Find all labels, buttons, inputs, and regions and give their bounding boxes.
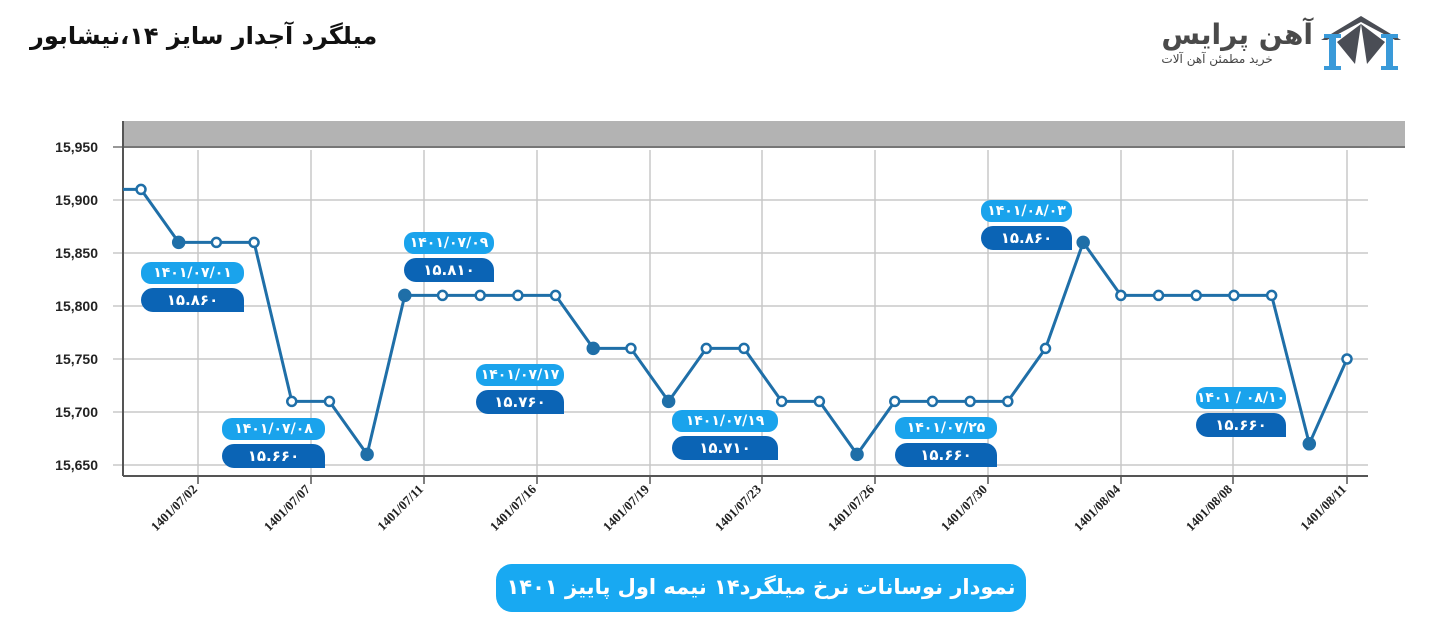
- data-point[interactable]: [512, 289, 524, 302]
- data-point[interactable]: [625, 342, 637, 355]
- data-point[interactable]: [286, 395, 298, 408]
- data-point[interactable]: [775, 395, 788, 408]
- x-tick-label: 1401/07/26: [825, 481, 878, 534]
- x-tick-label: 1401/07/23: [712, 481, 765, 534]
- annotation-value-label: ۱۵.۸۶۰: [141, 288, 244, 312]
- x-tick-label: 1401/07/30: [938, 482, 990, 534]
- logo-text: آهن پرایس خرید مطمئن آهن آلات: [1161, 19, 1313, 67]
- data-point[interactable]: [1002, 395, 1014, 408]
- logo-name: آهن پرایس: [1161, 18, 1313, 51]
- x-tick-label: 1401/08/08: [1183, 481, 1236, 534]
- data-point[interactable]: [135, 183, 147, 196]
- x-tick-label: 1401/07/07: [261, 481, 314, 534]
- y-tick-label: 15,700: [55, 404, 98, 420]
- building-logo-icon: [1321, 16, 1401, 70]
- x-tick-label: 1401/07/16: [487, 481, 540, 534]
- y-tick-label: 15,800: [55, 298, 98, 314]
- data-point[interactable]: [210, 236, 223, 249]
- x-tick-label: 1401/07/11: [374, 482, 426, 534]
- data-point[interactable]: [1228, 289, 1240, 302]
- x-tick-label: 1401/08/04: [1071, 481, 1124, 534]
- annotation-value-label: ۱۵.۷۶۰: [476, 390, 564, 414]
- data-point[interactable]: [1076, 235, 1090, 250]
- page-title: میلگرد آجدار سایز ۱۴،نیشابور: [30, 22, 378, 50]
- annotation-date-label: ۱۴۰۱/۰۷/۰۹: [404, 232, 494, 254]
- annotation-date-label: ۱۴۰۱/۰۷/۰۱: [141, 262, 244, 284]
- data-point[interactable]: [248, 236, 260, 249]
- chart-caption-banner: نمودار نوسانات نرخ میلگرد۱۴ نیمه اول پای…: [496, 564, 1026, 612]
- data-point[interactable]: [889, 395, 901, 408]
- annotation-date-label: ۱۴۰۱/۰۸/۰۳: [981, 200, 1072, 222]
- annotation-date-label: ۱۴۰۱/۰۷/۱۷: [476, 364, 564, 386]
- y-tick-label: 15,850: [55, 245, 98, 261]
- data-point[interactable]: [1039, 342, 1052, 355]
- data-point[interactable]: [436, 289, 449, 302]
- logo-tagline: خرید مطمئن آهن آلات: [1161, 52, 1273, 66]
- annotation-date-label: ۱۴۰۱ / ۰۸/۱۰: [1196, 387, 1286, 409]
- data-point[interactable]: [360, 447, 374, 462]
- data-point[interactable]: [398, 288, 412, 303]
- data-point[interactable]: [1115, 289, 1127, 302]
- data-point[interactable]: [964, 395, 976, 408]
- x-tick-label: 1401/08/11: [1297, 482, 1349, 534]
- data-point[interactable]: [549, 289, 562, 302]
- y-tick-label: 15,950: [55, 139, 98, 155]
- y-tick-label: 15,750: [55, 351, 98, 367]
- data-point[interactable]: [586, 341, 600, 356]
- annotation-value-label: ۱۵.۷۱۰: [672, 436, 778, 460]
- price-line: [123, 187, 1349, 456]
- data-point[interactable]: [171, 235, 186, 250]
- data-point[interactable]: [1190, 289, 1202, 302]
- data-point[interactable]: [738, 342, 750, 355]
- data-point[interactable]: [813, 395, 826, 408]
- data-point[interactable]: [1265, 289, 1278, 302]
- data-point[interactable]: [850, 447, 864, 462]
- data-point[interactable]: [700, 342, 713, 355]
- annotation-date-label: ۱۴۰۱/۰۷/۲۵: [895, 417, 997, 439]
- annotation-value-label: ۱۵.۸۶۰: [981, 226, 1072, 250]
- data-point[interactable]: [1341, 353, 1353, 365]
- chart-header-bar: [123, 121, 1405, 147]
- annotation-value-label: ۱۵.۶۶۰: [1196, 413, 1286, 437]
- data-point[interactable]: [661, 394, 676, 409]
- annotation-date-label: ۱۴۰۱/۰۷/۱۹: [672, 410, 778, 432]
- data-point[interactable]: [474, 289, 486, 302]
- brand-logo[interactable]: آهن پرایس خرید مطمئن آهن آلات: [1161, 14, 1401, 72]
- y-tick-label: 15,900: [55, 192, 98, 208]
- annotation-value-label: ۱۵.۸۱۰: [404, 258, 494, 282]
- annotation-value-label: ۱۵.۶۶۰: [222, 444, 325, 468]
- x-tick-label: 1401/07/02: [148, 482, 200, 534]
- y-tick-label: 15,650: [55, 457, 98, 473]
- annotation-value-label: ۱۵.۶۶۰: [895, 443, 997, 467]
- annotation-date-label: ۱۴۰۱/۰۷/۰۸: [222, 418, 325, 440]
- data-point[interactable]: [1152, 289, 1165, 302]
- x-tick-label: 1401/07/19: [600, 481, 653, 534]
- data-point[interactable]: [926, 395, 939, 408]
- data-point[interactable]: [1302, 437, 1317, 451]
- data-point[interactable]: [323, 395, 336, 408]
